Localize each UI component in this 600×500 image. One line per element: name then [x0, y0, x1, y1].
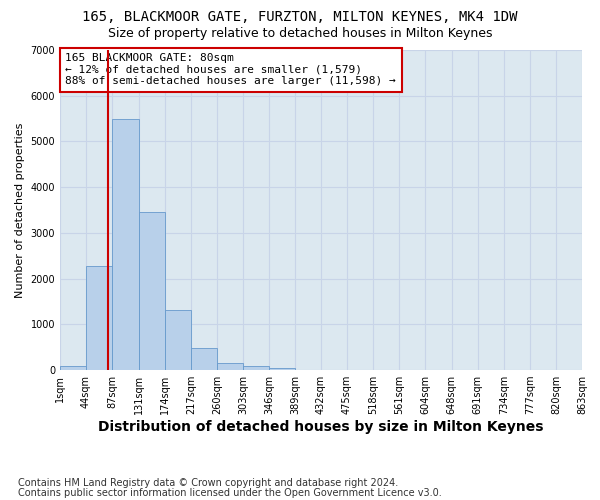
X-axis label: Distribution of detached houses by size in Milton Keynes: Distribution of detached houses by size … [98, 420, 544, 434]
Y-axis label: Number of detached properties: Number of detached properties [15, 122, 25, 298]
Text: 165 BLACKMOOR GATE: 80sqm
← 12% of detached houses are smaller (1,579)
88% of se: 165 BLACKMOOR GATE: 80sqm ← 12% of detac… [65, 53, 396, 86]
Bar [86, 266, 112, 370]
Bar [139, 212, 165, 370]
Bar [269, 368, 295, 370]
Bar [191, 348, 217, 370]
Text: Contains public sector information licensed under the Open Government Licence v3: Contains public sector information licen… [18, 488, 442, 498]
Bar [243, 366, 269, 370]
Text: Contains HM Land Registry data © Crown copyright and database right 2024.: Contains HM Land Registry data © Crown c… [18, 478, 398, 488]
Text: Size of property relative to detached houses in Milton Keynes: Size of property relative to detached ho… [108, 28, 492, 40]
Bar [112, 120, 139, 370]
Text: 165, BLACKMOOR GATE, FURZTON, MILTON KEYNES, MK4 1DW: 165, BLACKMOOR GATE, FURZTON, MILTON KEY… [82, 10, 518, 24]
Bar [217, 363, 243, 370]
Bar [165, 310, 191, 370]
Bar [60, 366, 86, 370]
